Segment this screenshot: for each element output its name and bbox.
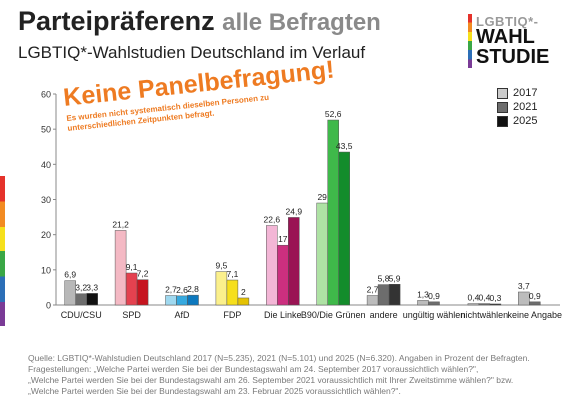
bar-2025 xyxy=(489,303,502,306)
x-tick-label: AfD xyxy=(174,310,190,320)
legend-label: 2021 xyxy=(513,101,538,113)
title-suffix: alle Befragten xyxy=(222,9,381,36)
data-label: 5,9 xyxy=(389,273,401,283)
page-title: Parteipräferenz alle Befragten xyxy=(18,6,381,37)
bar-2017 xyxy=(64,280,76,306)
legend-item: 2021 xyxy=(497,100,537,114)
bar-2021 xyxy=(226,279,239,306)
legend-swatch xyxy=(497,115,508,127)
rainbow-edge-icon xyxy=(0,176,5,326)
data-label: 21,2 xyxy=(112,219,129,229)
data-label: 2,8 xyxy=(187,284,199,294)
data-label: 2,7 xyxy=(165,285,177,295)
data-label: 7,1 xyxy=(226,269,238,279)
data-label: 2 xyxy=(241,287,246,297)
bar-2017 xyxy=(316,202,328,306)
bar-2017 xyxy=(165,295,177,306)
bar-2021 xyxy=(377,284,390,306)
footer-line-1: Quelle: LGBTIQ*-Wahlstudien Deutschland … xyxy=(28,353,530,363)
bar-2025 xyxy=(338,151,350,306)
footer-line-2: Fragestellungen: „Welche Partei werden S… xyxy=(28,364,479,374)
data-label: 43,5 xyxy=(336,141,353,151)
legend-item: 2025 xyxy=(497,114,537,128)
x-tick-label: CDU/CSU xyxy=(61,310,102,320)
bar-2017 xyxy=(114,230,127,306)
data-label: 0,9 xyxy=(428,291,440,301)
x-tick-label: nichtwählen xyxy=(461,310,509,320)
bar-2021 xyxy=(529,301,541,306)
data-label: 2,7 xyxy=(367,285,379,295)
data-label: 3,2 xyxy=(75,283,87,293)
data-label: 5,8 xyxy=(378,274,390,284)
chart-legend: 2017 2021 2025 xyxy=(497,86,537,128)
data-label: 0,4 xyxy=(467,293,479,303)
logo-line-3: STUDIE xyxy=(476,46,550,68)
bar-2017 xyxy=(366,295,379,306)
data-label: 9,1 xyxy=(126,262,138,272)
bar-2021 xyxy=(176,295,188,306)
logo-line-1: LGBTIQ*- xyxy=(476,14,539,29)
data-label: 52,6 xyxy=(325,109,342,119)
legend-label: 2025 xyxy=(513,115,538,127)
bar-2017 xyxy=(518,291,530,306)
y-tick-label: 30 xyxy=(41,195,51,205)
bar-2017 xyxy=(215,271,228,306)
data-label: 6,9 xyxy=(64,270,76,280)
bar-2017 xyxy=(266,225,278,306)
x-tick-label: SPD xyxy=(122,310,141,320)
x-tick-label: Die Linke xyxy=(264,310,302,320)
data-label: 9,5 xyxy=(215,261,227,271)
data-label: 24,9 xyxy=(286,206,303,216)
y-tick-label: 60 xyxy=(41,90,51,100)
y-tick-label: 0 xyxy=(46,301,51,311)
legend-item: 2017 xyxy=(497,86,537,100)
logo-line-2: WAHL xyxy=(476,26,535,48)
data-label: 1,3 xyxy=(417,289,429,299)
page-subtitle: LGBTIQ*-Wahlstudien Deutschland im Verla… xyxy=(18,43,366,62)
bar-2025 xyxy=(388,284,401,306)
bar-2017 xyxy=(467,303,480,306)
bar-2021 xyxy=(125,272,138,306)
data-label: 0,3 xyxy=(489,293,501,303)
bar-2021 xyxy=(478,303,491,306)
bar-2025 xyxy=(86,293,98,306)
legend-label: 2017 xyxy=(513,87,538,99)
bar-2025 xyxy=(288,217,300,306)
title-main: Parteipräferenz xyxy=(18,6,215,36)
bar-2021 xyxy=(428,301,440,306)
bar-2021 xyxy=(75,293,87,306)
data-label: 3,7 xyxy=(518,281,530,291)
x-tick-label: andere xyxy=(370,310,398,320)
bar-2025 xyxy=(237,297,250,306)
data-label: 2,6 xyxy=(176,285,188,295)
y-tick-label: 50 xyxy=(41,125,51,135)
x-tick-label: keine Angabe xyxy=(508,310,563,320)
data-label: 29 xyxy=(317,192,327,202)
data-label: 7,2 xyxy=(137,269,149,279)
data-label: 0,9 xyxy=(529,291,541,301)
data-label: 3,3 xyxy=(86,282,98,292)
x-tick-label: B90/Die Grünen xyxy=(301,310,366,320)
bar-2021 xyxy=(277,244,289,306)
y-tick-label: 10 xyxy=(41,265,51,275)
data-label: 0,4 xyxy=(478,293,490,303)
data-label: 22,6 xyxy=(264,215,281,225)
y-tick-label: 40 xyxy=(41,160,51,170)
x-tick-label: FDP xyxy=(223,310,241,320)
bar-2025 xyxy=(187,294,199,306)
y-tick-label: 20 xyxy=(41,230,51,240)
study-logo: LGBTIQ*- WAHL STUDIE xyxy=(468,14,550,74)
legend-swatch xyxy=(497,87,508,99)
bar-2017 xyxy=(417,300,429,306)
data-label: 17 xyxy=(278,234,288,244)
footer-line-3: „Welche Partei werden Sie bei der Bundes… xyxy=(28,375,514,385)
legend-swatch xyxy=(497,101,508,113)
footer-line-4: „Welche Partei werden Sie bei der Bundes… xyxy=(28,386,401,396)
source-footer: Quelle: LGBTIQ*-Wahlstudien Deutschland … xyxy=(28,353,530,397)
bar-2025 xyxy=(136,279,149,306)
x-tick-label: ungültig wählen xyxy=(403,310,466,320)
rainbow-stripe-icon xyxy=(468,14,472,68)
